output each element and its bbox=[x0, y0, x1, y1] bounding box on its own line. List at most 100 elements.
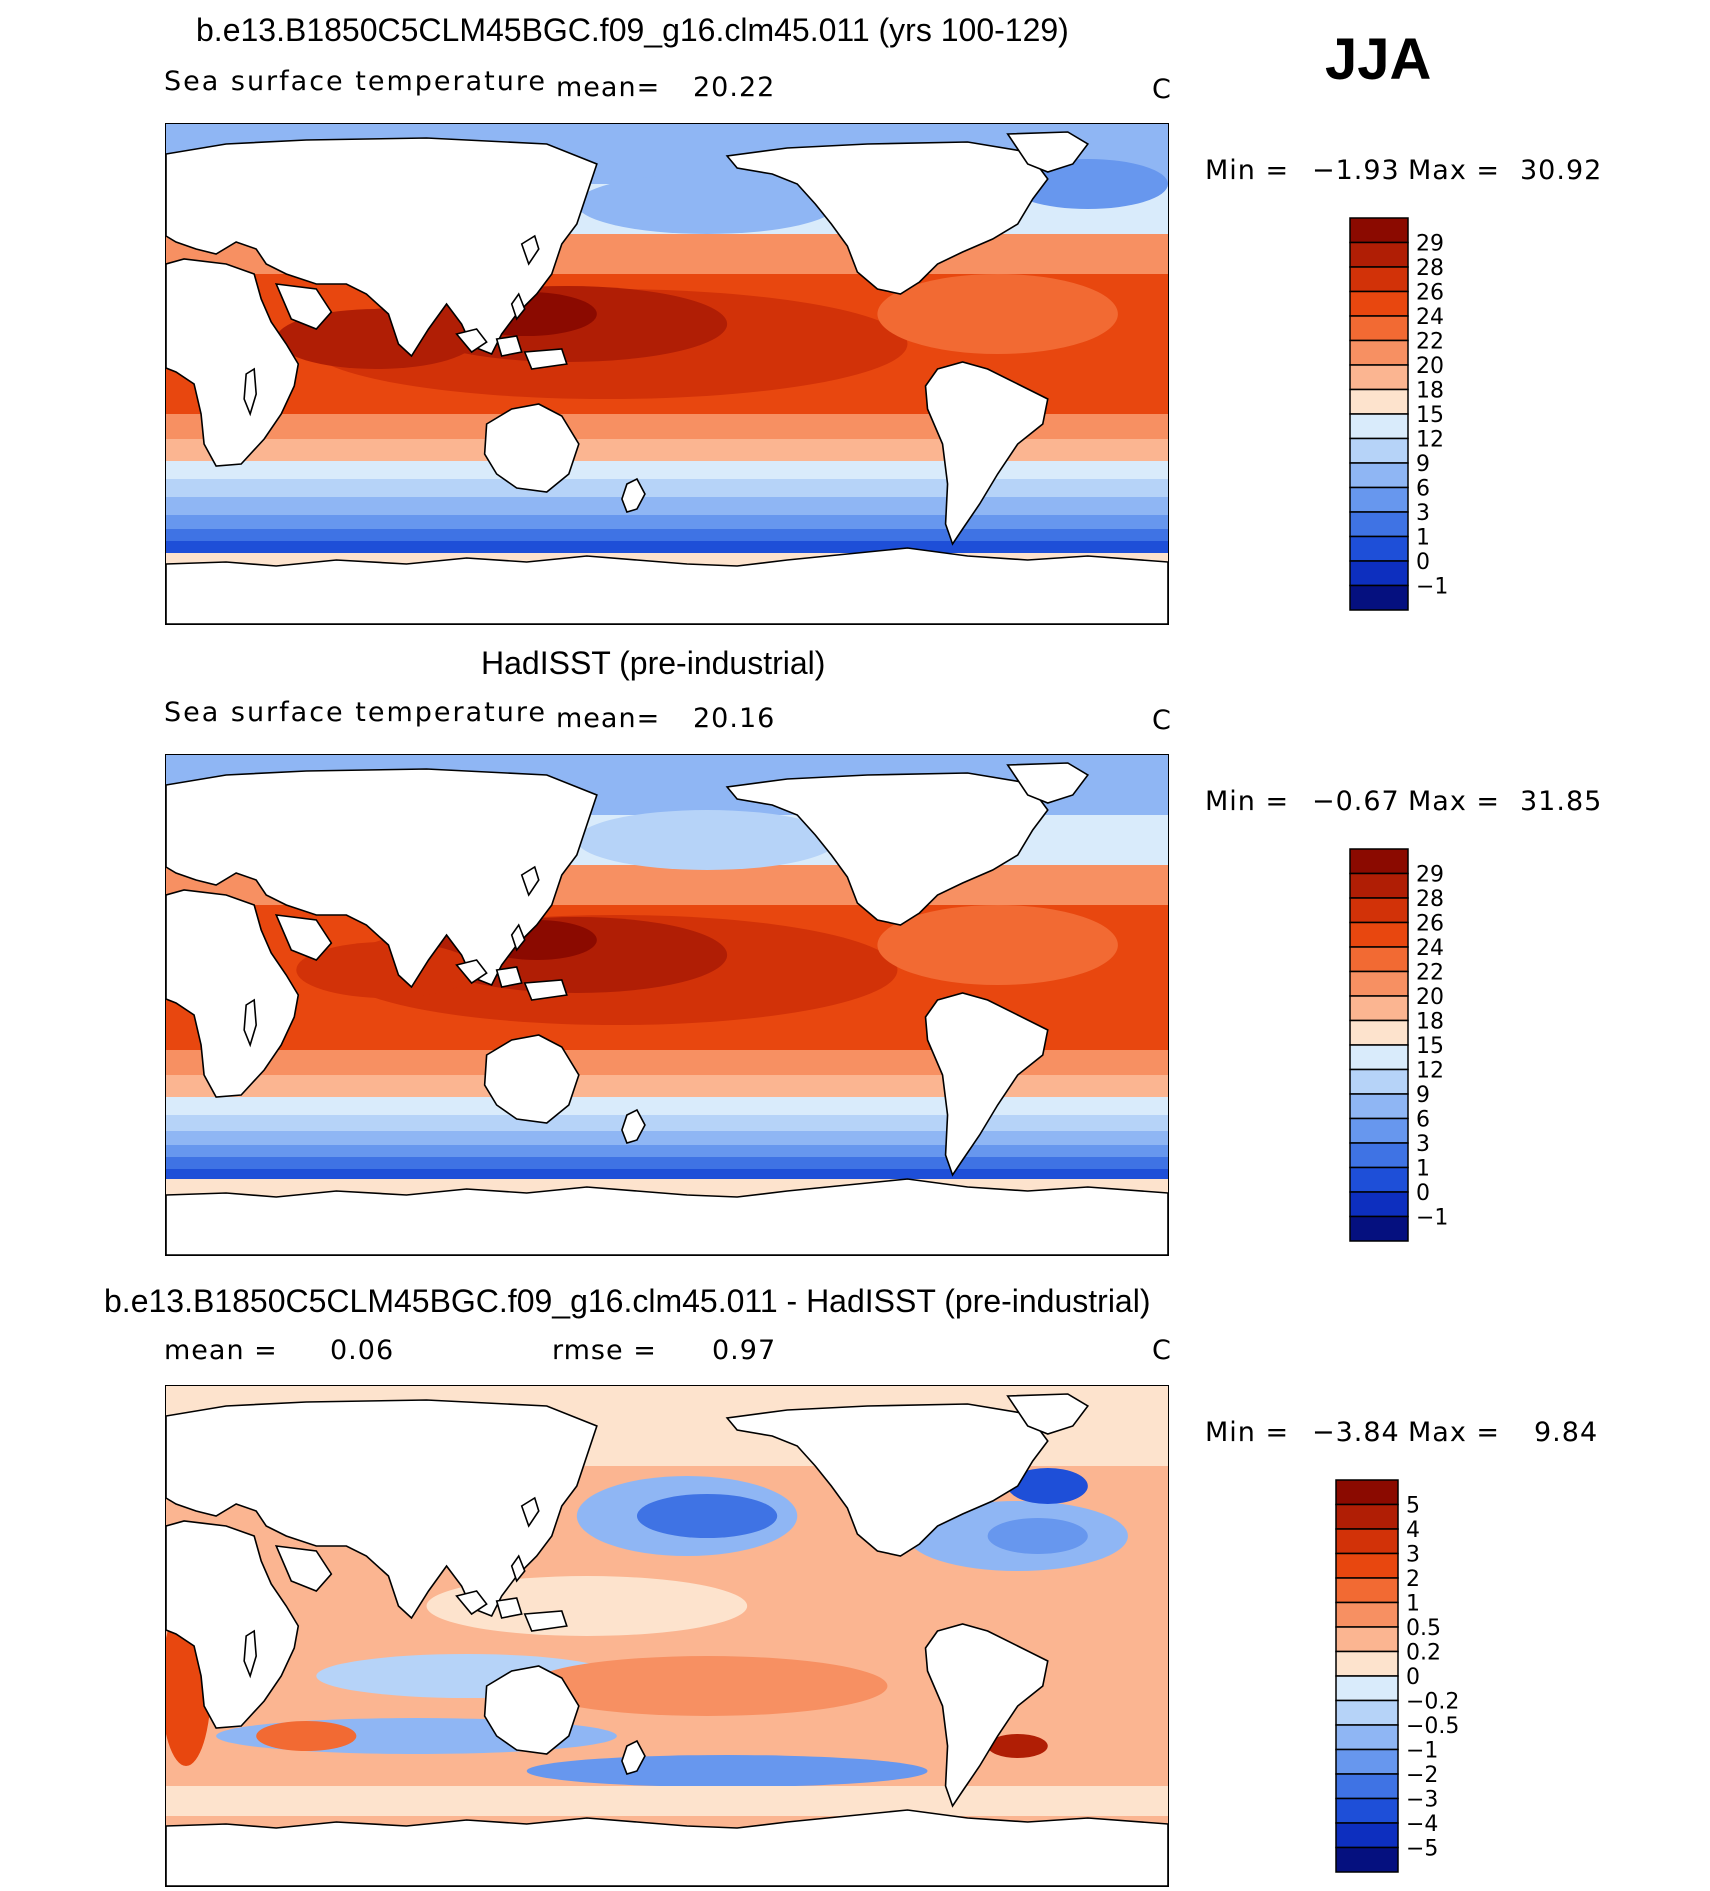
max-label: Max = bbox=[1408, 155, 1501, 186]
colorbar-tick-label: 5 bbox=[1406, 1494, 1420, 1519]
min-value: −1.93 bbox=[1312, 155, 1400, 186]
colorbar-swatch bbox=[1335, 1724, 1399, 1751]
units-label: C bbox=[1152, 1335, 1172, 1366]
colorbar-swatch bbox=[1349, 1044, 1409, 1071]
units-label: C bbox=[1152, 705, 1172, 736]
colorbar-swatch bbox=[1335, 1797, 1399, 1824]
colorbar-swatch bbox=[1349, 897, 1409, 924]
colorbar-swatch bbox=[1349, 388, 1409, 415]
colorbar-swatch bbox=[1335, 1601, 1399, 1628]
min-value: −0.67 bbox=[1312, 786, 1400, 817]
colorbar-tick-label: −4 bbox=[1406, 1812, 1438, 1837]
colorbar-tick-label: 3 bbox=[1406, 1543, 1420, 1568]
colorbar-swatch bbox=[1349, 921, 1409, 948]
colorbar-tick-label: 20 bbox=[1416, 985, 1444, 1010]
colorbar-swatch bbox=[1349, 437, 1409, 464]
max-value: 31.85 bbox=[1520, 786, 1603, 817]
colorbar-tick-label: 18 bbox=[1416, 379, 1444, 404]
colorbar-tick-label: 29 bbox=[1416, 863, 1444, 888]
panel-title: HadISST (pre-industrial) bbox=[481, 645, 826, 681]
colorbar-swatch bbox=[1349, 217, 1409, 244]
colorbar-tick-label: 0 bbox=[1406, 1665, 1420, 1690]
colorbar-tick-label: 6 bbox=[1416, 1108, 1430, 1133]
colorbar-swatch bbox=[1349, 1117, 1409, 1144]
colorbar-tick-label: 6 bbox=[1416, 477, 1430, 502]
colorbar-tick-label: 0.2 bbox=[1406, 1641, 1441, 1666]
colorbar-tick-label: 15 bbox=[1416, 403, 1444, 428]
colorbar-swatch bbox=[1335, 1577, 1399, 1604]
mean-value: 20.22 bbox=[693, 72, 776, 103]
mean-label: mean= bbox=[556, 72, 661, 103]
map-canvas bbox=[166, 755, 1168, 1255]
min-value: −3.84 bbox=[1312, 1417, 1400, 1448]
colorbar-tick-label: −3 bbox=[1406, 1788, 1438, 1813]
colorbar-swatch bbox=[1349, 241, 1409, 268]
panel-title: b.e13.B1850C5CLM45BGC.f09_g16.clm45.011 … bbox=[196, 12, 1069, 48]
colorbar-swatch bbox=[1349, 1142, 1409, 1169]
colorbar-swatch bbox=[1335, 1552, 1399, 1579]
colorbar-swatch bbox=[1349, 462, 1409, 489]
colorbar-tick-label: 1 bbox=[1406, 1592, 1420, 1617]
colorbar-tick-label: 4 bbox=[1406, 1518, 1420, 1543]
colorbar-swatch bbox=[1349, 315, 1409, 342]
colorbar-tick-label: 18 bbox=[1416, 1010, 1444, 1035]
colorbar-swatch bbox=[1335, 1822, 1399, 1849]
colorbar-swatch bbox=[1349, 970, 1409, 997]
season-label: JJA bbox=[1325, 27, 1432, 92]
colorbar-swatch bbox=[1335, 1626, 1399, 1653]
colorbar-tick-label: 28 bbox=[1416, 887, 1444, 912]
colorbar-swatch bbox=[1349, 486, 1409, 513]
colorbar-obs: 29 28 26 24 22 20 18 15 12 9 6 3 1 0 −1 bbox=[1349, 848, 1530, 1249]
colorbar-swatch bbox=[1349, 584, 1409, 611]
map-canvas bbox=[166, 1386, 1168, 1886]
colorbar-tick-label: 12 bbox=[1416, 1059, 1444, 1084]
colorbar-swatch bbox=[1349, 266, 1409, 293]
colorbar-swatch bbox=[1349, 848, 1409, 875]
colorbar-tick-label: 0.5 bbox=[1406, 1616, 1441, 1641]
mean-value: 0.06 bbox=[330, 1335, 395, 1366]
colorbar-tick-label: 24 bbox=[1416, 305, 1444, 330]
colorbar-tick-label: 2 bbox=[1406, 1567, 1420, 1592]
colorbar-swatch bbox=[1349, 946, 1409, 973]
max-label: Max = bbox=[1408, 1417, 1501, 1448]
variable-label: Sea surface temperature bbox=[164, 697, 547, 728]
colorbar-swatch bbox=[1349, 511, 1409, 538]
colorbar-diff: 5 4 3 2 1 0.5 0.2 0 −0.2 −0.5 −1 −2 −3 −4 −5 bbox=[1335, 1479, 1530, 1880]
colorbar-tick-label: −0.2 bbox=[1406, 1690, 1459, 1715]
colorbar-swatch bbox=[1349, 413, 1409, 440]
colorbar-tick-label: 24 bbox=[1416, 936, 1444, 961]
colorbar-swatch bbox=[1349, 290, 1409, 317]
colorbar-tick-label: 15 bbox=[1416, 1034, 1444, 1059]
panel-title: b.e13.B1850C5CLM45BGC.f09_g16.clm45.011 … bbox=[104, 1283, 1151, 1319]
colorbar-tick-label: 26 bbox=[1416, 912, 1444, 937]
colorbar-tick-label: 1 bbox=[1416, 1157, 1430, 1182]
variable-label: Sea surface temperature bbox=[164, 66, 547, 97]
colorbar-tick-label: 9 bbox=[1416, 452, 1430, 477]
colorbar-swatch bbox=[1349, 1093, 1409, 1120]
colorbar-tick-label: 1 bbox=[1416, 526, 1430, 551]
sst-map-model bbox=[165, 123, 1169, 625]
colorbar-tick-label: 0 bbox=[1416, 1181, 1430, 1206]
colorbar-swatch bbox=[1335, 1528, 1399, 1555]
colorbar-tick-label: 26 bbox=[1416, 281, 1444, 306]
min-label: Min = bbox=[1205, 786, 1290, 817]
colorbar-swatch bbox=[1335, 1748, 1399, 1775]
colorbar-swatch bbox=[1335, 1773, 1399, 1800]
colorbar-swatch bbox=[1335, 1503, 1399, 1530]
colorbar-tick-label: −0.5 bbox=[1406, 1714, 1459, 1739]
map-canvas bbox=[166, 124, 1168, 624]
colorbar-tick-label: −1 bbox=[1416, 575, 1448, 600]
colorbar-tick-label: −2 bbox=[1406, 1763, 1438, 1788]
colorbar-swatch bbox=[1349, 535, 1409, 562]
max-label: Max = bbox=[1408, 786, 1501, 817]
colorbar-swatch bbox=[1349, 1191, 1409, 1218]
mean-value: 20.16 bbox=[693, 703, 776, 734]
rmse-label: rmse = bbox=[552, 1335, 657, 1366]
sst-map-obs bbox=[165, 754, 1169, 1256]
colorbar-swatch bbox=[1349, 1166, 1409, 1193]
sst-diff-map bbox=[165, 1385, 1169, 1887]
colorbar-tick-label: 12 bbox=[1416, 428, 1444, 453]
colorbar-tick-label: 20 bbox=[1416, 354, 1444, 379]
mean-label: mean= bbox=[556, 703, 661, 734]
colorbar-tick-label: −5 bbox=[1406, 1837, 1438, 1862]
